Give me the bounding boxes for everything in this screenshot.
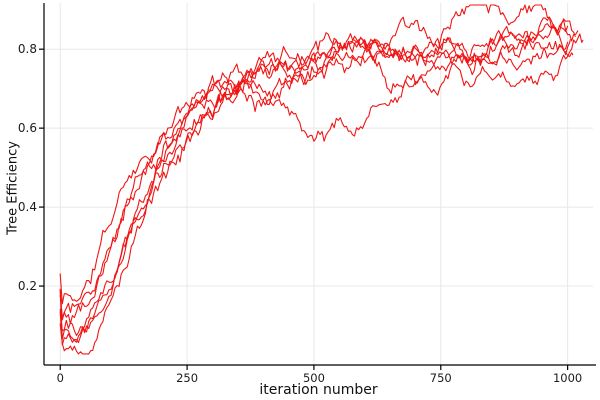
series-line-run-5 [59,30,574,355]
y-tick-label: 0.2 [18,279,37,293]
series-line-run-7 [59,16,569,337]
y-tick-label: 0.4 [18,200,37,214]
y-axis-label: Tree Efficiency [5,141,21,235]
series-line-run-6 [59,16,576,325]
series-line-run-3 [59,4,579,346]
y-tick-label: 0.8 [18,42,37,56]
x-tick-label: 500 [303,371,325,385]
x-tick-label: 250 [176,371,198,385]
series-line-run-1 [59,33,569,305]
y-tick-label: 0.6 [18,121,37,135]
series-line-run-2 [59,33,584,343]
x-tick-label: 1000 [553,371,582,385]
series-line-run-4 [59,25,571,318]
x-tick-label: 750 [430,371,452,385]
x-axis-label: iteration number [259,382,378,398]
x-tick-label: 0 [57,371,64,385]
